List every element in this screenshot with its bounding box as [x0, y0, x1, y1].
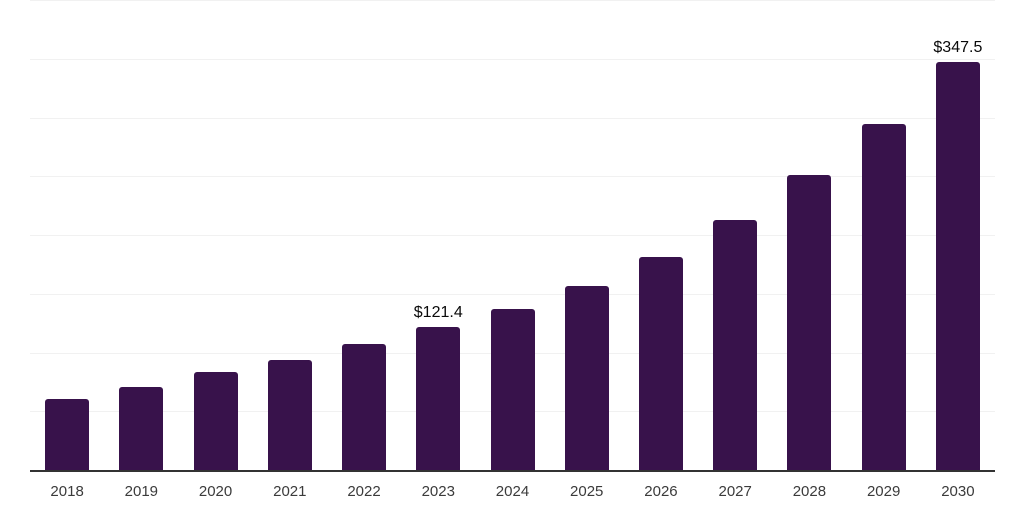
bar-2024	[490, 309, 535, 470]
x-tick-label-2025: 2025	[570, 483, 604, 500]
gridline-250	[30, 176, 995, 178]
x-tick-label-2024: 2024	[495, 483, 530, 500]
x-tick-label-2021: 2021	[273, 483, 307, 500]
bar-2025	[564, 285, 609, 470]
bar-2018	[45, 399, 90, 470]
gridline-350	[30, 58, 995, 60]
bar-2019	[119, 387, 164, 470]
bar-2030	[935, 61, 980, 470]
bar-2021	[267, 360, 312, 470]
bar-2020	[193, 372, 238, 470]
x-tick-label-2027: 2027	[718, 483, 752, 500]
bar-2026	[638, 256, 683, 470]
x-tick-label-2018: 2018	[50, 483, 84, 500]
x-tick-label-2022: 2022	[347, 483, 381, 500]
gridline-200	[30, 235, 995, 236]
x-tick-label-2028: 2028	[792, 483, 827, 500]
value-label-2023: $121.4	[413, 304, 463, 322]
value-label-2030: $347.5	[933, 38, 983, 56]
gridline-400	[30, 0, 995, 1]
x-tick-label-2026: 2026	[644, 483, 678, 500]
x-tick-label-2029: 2029	[866, 483, 901, 500]
x-axis-line	[30, 470, 995, 472]
x-tick-label-2030: 2030	[941, 483, 975, 500]
bar-2023	[416, 327, 461, 470]
bar-2022	[342, 343, 387, 470]
gridline-300	[30, 117, 995, 119]
gridline-150	[30, 293, 995, 295]
bar-2028	[787, 175, 832, 470]
bar-2029	[861, 123, 906, 470]
bar-2027	[713, 219, 758, 470]
x-tick-label-2023: 2023	[421, 483, 455, 500]
x-tick-label-2020: 2020	[198, 483, 233, 500]
x-tick-label-2019: 2019	[124, 483, 159, 500]
